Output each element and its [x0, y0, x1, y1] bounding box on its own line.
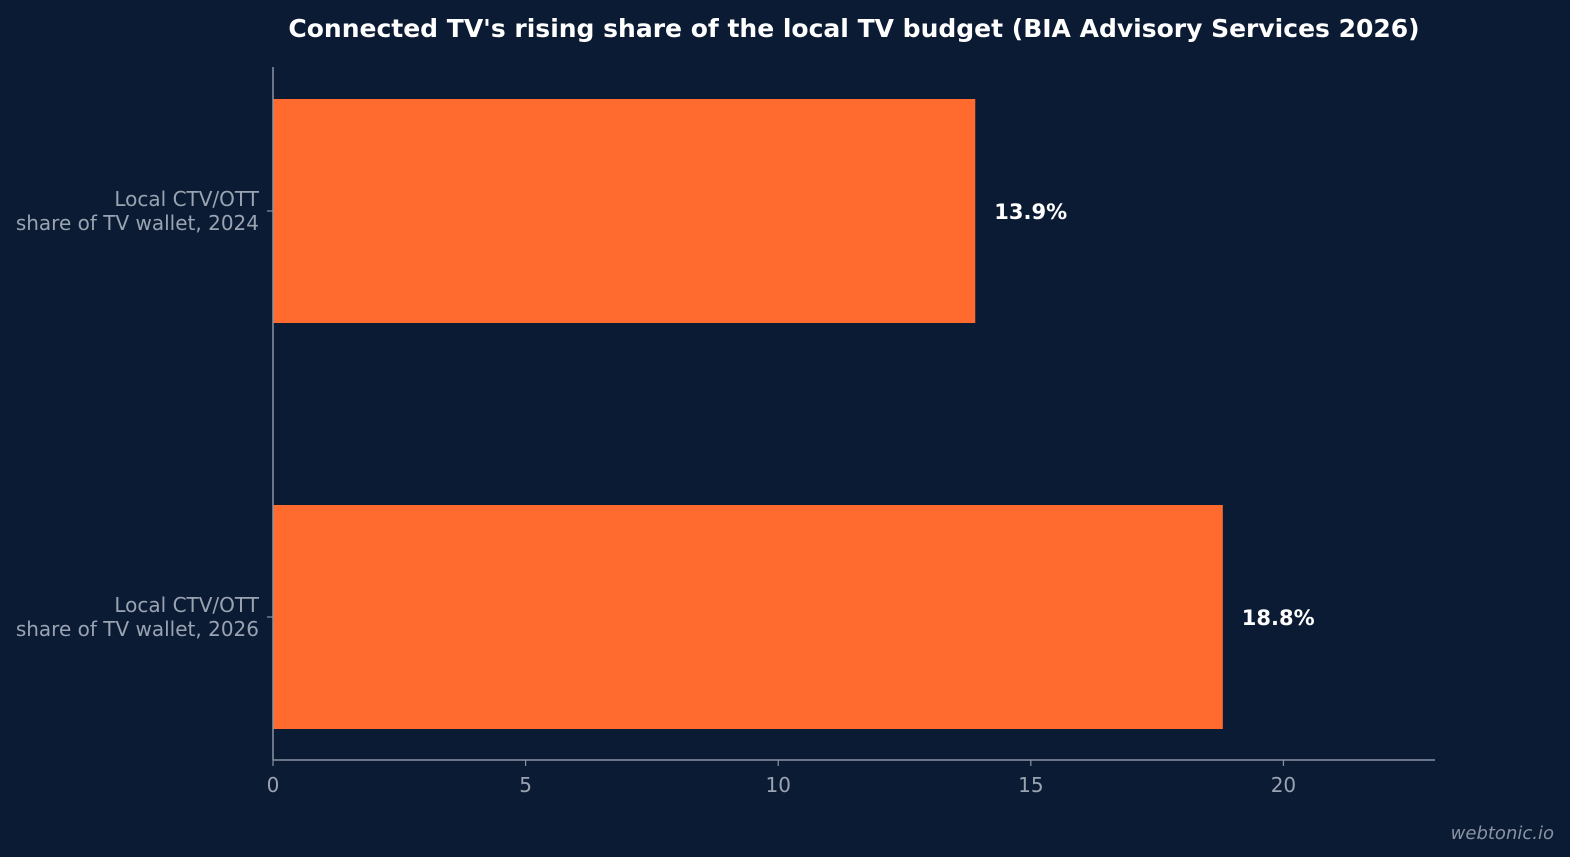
x-tick-label: 15 [1018, 773, 1043, 797]
y-category-label: share of TV wallet, 2026 [16, 617, 259, 641]
bar-value-label: 13.9% [994, 200, 1067, 224]
x-tick-label: 5 [519, 773, 532, 797]
x-tick-label: 20 [1271, 773, 1296, 797]
x-tick-label: 0 [267, 773, 280, 797]
chart-title: Connected TV's rising share of the local… [288, 14, 1419, 43]
y-category-label: share of TV wallet, 2024 [16, 211, 259, 235]
y-category-label: Local CTV/OTT [114, 187, 259, 211]
bar-value-label: 18.8% [1242, 606, 1315, 630]
y-category-label: Local CTV/OTT [114, 593, 259, 617]
watermark: webtonic.io [1451, 823, 1554, 844]
bar [273, 99, 976, 323]
x-tick-label: 10 [765, 773, 790, 797]
bar [273, 505, 1223, 729]
